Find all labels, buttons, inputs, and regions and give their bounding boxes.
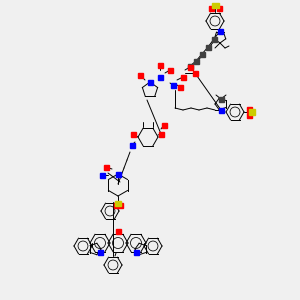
Bar bbox=[158, 74, 163, 80]
Bar bbox=[181, 74, 185, 80]
Bar bbox=[113, 202, 119, 208]
Bar bbox=[118, 202, 122, 208]
Bar bbox=[212, 2, 218, 8]
Bar bbox=[116, 172, 121, 176]
Bar bbox=[200, 52, 205, 56]
Bar bbox=[206, 44, 211, 50]
Bar bbox=[194, 58, 199, 64]
Bar bbox=[161, 122, 166, 128]
Bar bbox=[247, 106, 251, 112]
Bar bbox=[100, 172, 104, 178]
Bar bbox=[193, 70, 197, 76]
Bar bbox=[103, 164, 109, 169]
Bar bbox=[247, 112, 251, 118]
Bar bbox=[208, 5, 214, 10]
Bar bbox=[130, 142, 134, 148]
Bar bbox=[212, 37, 217, 41]
Bar bbox=[158, 131, 164, 136]
Bar bbox=[167, 68, 172, 73]
Bar bbox=[188, 64, 193, 68]
Bar bbox=[115, 200, 121, 206]
Bar bbox=[217, 5, 221, 10]
Bar bbox=[218, 28, 223, 34]
Bar bbox=[188, 64, 193, 70]
Bar bbox=[158, 62, 163, 68]
Bar bbox=[218, 97, 224, 101]
Bar bbox=[137, 73, 142, 77]
Bar bbox=[130, 131, 136, 136]
Bar bbox=[178, 85, 182, 89]
Bar bbox=[98, 250, 103, 254]
Bar bbox=[249, 109, 255, 115]
Bar bbox=[116, 229, 121, 233]
Bar bbox=[134, 250, 139, 254]
Bar bbox=[170, 82, 175, 88]
Bar bbox=[218, 107, 224, 112]
Bar bbox=[148, 80, 152, 85]
